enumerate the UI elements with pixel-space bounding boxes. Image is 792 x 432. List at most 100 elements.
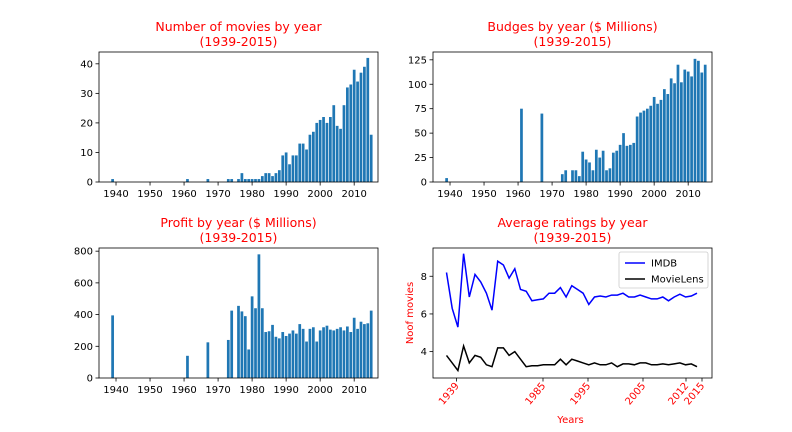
chart-1-bar (598, 157, 602, 182)
chart-2-bar (329, 329, 332, 378)
chart-0-ytick-label: 0 (87, 178, 93, 189)
chart-2-bar (332, 330, 336, 378)
chart-2-xtick-label: 1980 (239, 385, 264, 396)
chart-1-bar (584, 159, 588, 182)
chart-2-bar (240, 311, 244, 378)
chart-3-xtick-label: 1939 (437, 381, 462, 408)
chart-3-title-line1: Average ratings by year (497, 215, 648, 230)
chart-1-bar (680, 82, 683, 182)
chart-0-bar (271, 176, 274, 182)
chart-1-xtick-label: 1970 (539, 189, 564, 200)
chart-0-bar (111, 179, 114, 182)
chart-2-bar (342, 330, 346, 378)
chart-2-bar (318, 330, 322, 378)
chart-1-bar (560, 174, 564, 182)
chart-2-bar (349, 332, 353, 378)
chart-1-title-line1: Budges by year ($ Millions) (487, 19, 657, 34)
chart-1-bar (693, 58, 697, 183)
chart-2-bar (271, 324, 274, 378)
chart-0-bar (359, 72, 363, 182)
chart-2-bar (257, 254, 261, 378)
chart-0-bar (335, 125, 339, 182)
chart-2-bar (186, 355, 189, 378)
chart-1-bar (642, 110, 646, 182)
chart-0-xtick-label: 1990 (273, 189, 298, 200)
chart-3-xtick-label: 1995 (569, 381, 594, 408)
chart-1-xtick-label: 1940 (437, 189, 462, 200)
chart-1-axes-frame (432, 51, 713, 183)
chart-2-ytick-label: 0 (87, 374, 93, 385)
chart-0-bar (301, 143, 305, 182)
chart-1-bar (669, 78, 673, 182)
chart-0-bar (339, 128, 342, 182)
chart-2-ytick-label: 200 (74, 342, 93, 353)
chart-1-bar (605, 170, 608, 182)
chart-1-bar (666, 94, 670, 182)
chart-1-title-line2: (1939-2015) (534, 34, 612, 49)
chart-3-axes-frame (432, 247, 713, 379)
chart-2-bar (301, 328, 305, 378)
chart-1-bar (601, 150, 605, 182)
chart-0-xtick-label: 1980 (239, 189, 264, 200)
chart-3-ytick-label: 8 (421, 272, 427, 283)
chart-3-xtick-label: 1985 (524, 381, 549, 408)
chart-1-ytick-label: 25 (414, 153, 427, 164)
chart-2-xtick-label: 1990 (273, 385, 298, 396)
chart-2-xtick-label: 2000 (307, 385, 332, 396)
chart-0-bar (288, 164, 291, 182)
chart-0-bar (247, 179, 251, 182)
chart-2-bar (260, 308, 264, 378)
chart-0-title-line2: (1939-2015) (200, 34, 278, 49)
chart-1-bar (686, 71, 690, 182)
chart-0-bar (325, 122, 329, 182)
chart-1-ytick-label: 0 (421, 178, 427, 189)
chart-2-bar (363, 324, 366, 378)
chart-3-legend: IMDB MovieLens (618, 251, 709, 289)
chart-1-bar (697, 60, 700, 182)
chart-1-ytick-label: 125 (408, 55, 427, 66)
chart-2-bar (311, 327, 315, 378)
chart-1-xtick-label: 1950 (471, 189, 496, 200)
chart-2-bar (352, 317, 356, 378)
chart-3-series-imdb-line (445, 253, 698, 328)
chart-1-bar (635, 116, 639, 182)
chart-1-bar (676, 64, 680, 182)
chart-2-bar (254, 308, 257, 378)
chart-2-bar (237, 305, 240, 378)
chart-1-bar (673, 83, 676, 182)
chart-3-xlabel: Years (556, 415, 583, 426)
chart-0-bar (349, 84, 353, 182)
chart-0-xtick-label: 2010 (341, 189, 366, 200)
chart-2-bar (247, 349, 251, 378)
chart-0-bar (291, 155, 295, 182)
chart-3-title-line2: (1939-2015) (534, 230, 612, 245)
chart-2-xtick-label: 1950 (137, 385, 162, 396)
chart-2-bar (274, 336, 278, 378)
chart-2-bar (346, 326, 349, 378)
chart-0-bar (363, 66, 366, 182)
chart-2-bar (288, 333, 291, 378)
chart-2-bar (305, 341, 308, 378)
chart-1-bar (690, 76, 693, 182)
chart-1-bar (571, 170, 574, 182)
chart-0-bar (277, 170, 281, 182)
chart-0-bar (352, 69, 356, 182)
chart-0-xtick-label: 1970 (205, 189, 230, 200)
chart-0-bar (305, 149, 308, 182)
chart-1-bar (564, 170, 568, 182)
chart-1-bar (445, 178, 448, 182)
chart-2-bar (322, 327, 325, 378)
chart-1-xtick-label: 1980 (573, 189, 598, 200)
chart-1-bar (683, 69, 687, 182)
chart-0-bar (281, 155, 285, 182)
chart-1-bar (588, 162, 591, 182)
chart-2-title-line2: (1939-2015) (200, 230, 278, 245)
chart-0-bar (294, 155, 298, 182)
chart-0-bar (257, 179, 261, 182)
chart-0-bar (311, 131, 315, 182)
chart-3-ytick-label: 4 (421, 347, 427, 358)
chart-2-bar (294, 333, 298, 378)
chart-0-bar (298, 143, 302, 182)
chart-2-xtick-label: 2010 (341, 385, 366, 396)
